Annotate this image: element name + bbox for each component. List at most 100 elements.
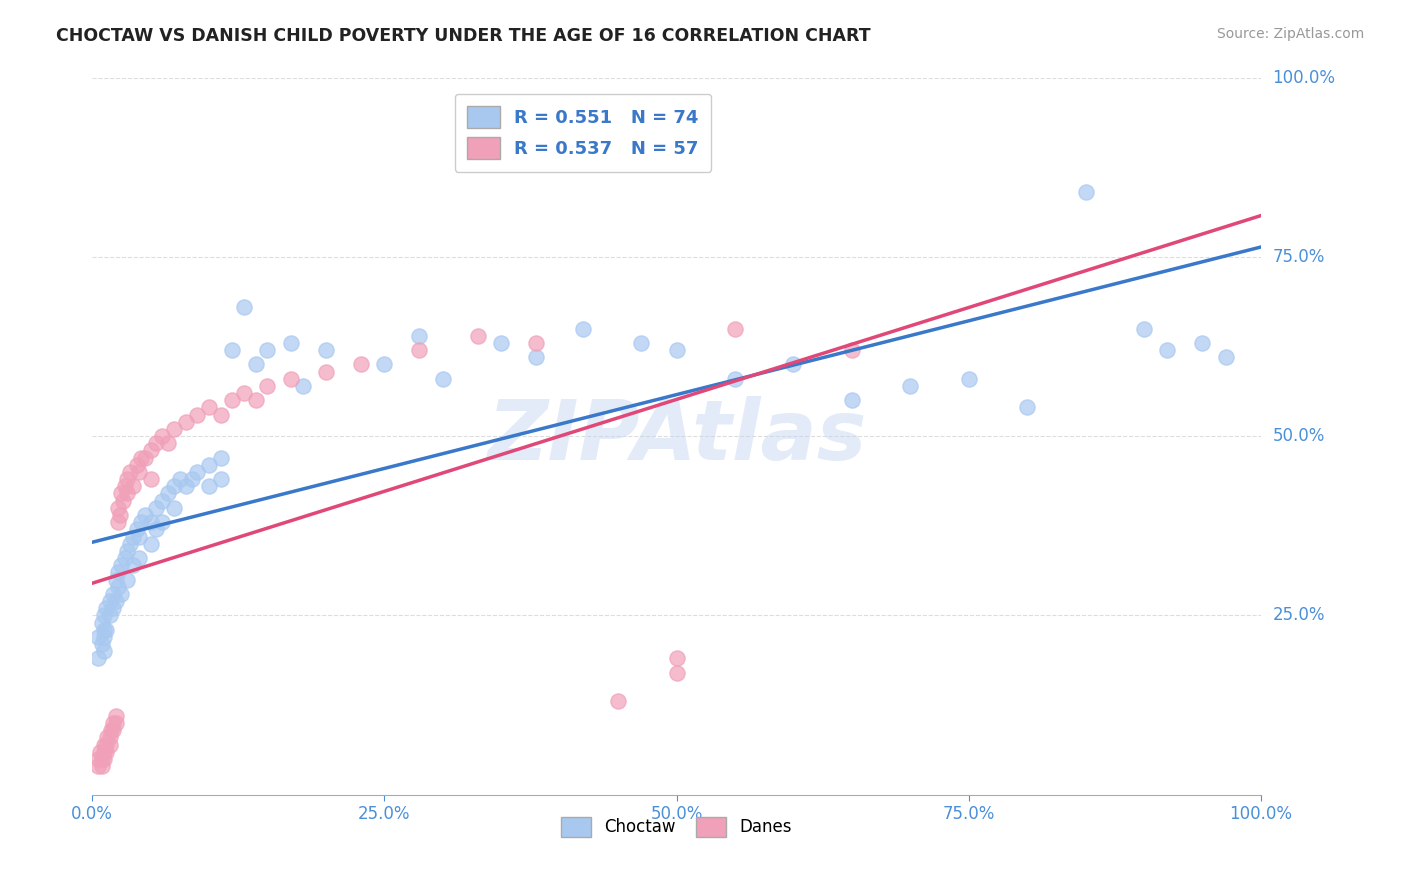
Point <box>93 630 115 644</box>
Text: CHOCTAW VS DANISH CHILD POVERTY UNDER THE AGE OF 16 CORRELATION CHART: CHOCTAW VS DANISH CHILD POVERTY UNDER TH… <box>56 27 870 45</box>
Point <box>110 587 132 601</box>
Point <box>150 493 173 508</box>
Point <box>315 365 337 379</box>
Point <box>841 393 863 408</box>
Text: ZIPAtlas: ZIPAtlas <box>486 396 866 476</box>
Point <box>87 752 110 766</box>
Point <box>245 358 267 372</box>
Point <box>150 515 173 529</box>
Point <box>129 515 152 529</box>
Point <box>107 580 129 594</box>
Legend: Choctaw, Danes: Choctaw, Danes <box>554 810 799 844</box>
Text: 25.0%: 25.0% <box>1272 607 1324 624</box>
Point <box>280 335 302 350</box>
Point <box>139 472 162 486</box>
Point <box>114 479 136 493</box>
Point <box>233 386 256 401</box>
Point <box>607 694 630 708</box>
Point <box>134 508 156 522</box>
Text: 100.0%: 100.0% <box>1272 69 1336 87</box>
Point <box>93 738 115 752</box>
Point <box>96 623 118 637</box>
Point <box>898 379 921 393</box>
Point <box>198 479 221 493</box>
Text: 75.0%: 75.0% <box>1272 248 1324 266</box>
Point <box>93 608 115 623</box>
Point <box>107 566 129 580</box>
Point <box>98 608 121 623</box>
Point <box>291 379 314 393</box>
Point <box>104 594 127 608</box>
Point <box>315 343 337 357</box>
Point <box>180 472 202 486</box>
Point <box>957 372 980 386</box>
Point <box>1191 335 1213 350</box>
Point <box>90 759 112 773</box>
Point <box>1133 321 1156 335</box>
Point <box>110 558 132 573</box>
Point <box>489 335 512 350</box>
Point <box>169 472 191 486</box>
Point <box>186 408 208 422</box>
Point <box>115 486 138 500</box>
Point <box>96 601 118 615</box>
Text: Source: ZipAtlas.com: Source: ZipAtlas.com <box>1216 27 1364 41</box>
Point <box>233 300 256 314</box>
Point <box>96 731 118 745</box>
Point <box>467 328 489 343</box>
Point <box>87 651 110 665</box>
Point <box>524 335 547 350</box>
Point <box>350 358 373 372</box>
Point <box>111 493 134 508</box>
Point <box>209 472 232 486</box>
Point <box>110 508 132 522</box>
Point <box>104 708 127 723</box>
Point <box>93 623 115 637</box>
Point <box>198 401 221 415</box>
Point <box>115 472 138 486</box>
Point <box>89 745 111 759</box>
Point <box>256 379 278 393</box>
Point <box>114 551 136 566</box>
Point <box>128 465 150 479</box>
Point <box>221 343 243 357</box>
Point <box>98 594 121 608</box>
Point <box>163 500 186 515</box>
Point <box>90 752 112 766</box>
Point <box>107 500 129 515</box>
Point <box>103 587 125 601</box>
Point <box>408 328 430 343</box>
Point <box>150 429 173 443</box>
Point <box>174 415 197 429</box>
Point <box>572 321 595 335</box>
Point <box>256 343 278 357</box>
Point <box>118 465 141 479</box>
Point <box>103 723 125 738</box>
Point <box>209 450 232 465</box>
Point <box>103 601 125 615</box>
Point <box>841 343 863 357</box>
Point <box>163 422 186 436</box>
Point <box>145 522 167 536</box>
Point <box>104 573 127 587</box>
Point <box>122 529 145 543</box>
Point <box>157 486 180 500</box>
Point <box>373 358 395 372</box>
Point <box>93 752 115 766</box>
Point <box>186 465 208 479</box>
Point <box>1215 350 1237 364</box>
Point <box>139 443 162 458</box>
Point <box>100 723 122 738</box>
Point <box>1156 343 1178 357</box>
Point <box>125 522 148 536</box>
Point <box>665 343 688 357</box>
Point <box>104 716 127 731</box>
Point <box>1017 401 1039 415</box>
Point <box>128 529 150 543</box>
Point <box>110 486 132 500</box>
Point <box>134 450 156 465</box>
Point <box>87 630 110 644</box>
Point <box>724 321 747 335</box>
Point <box>96 738 118 752</box>
Point <box>630 335 652 350</box>
